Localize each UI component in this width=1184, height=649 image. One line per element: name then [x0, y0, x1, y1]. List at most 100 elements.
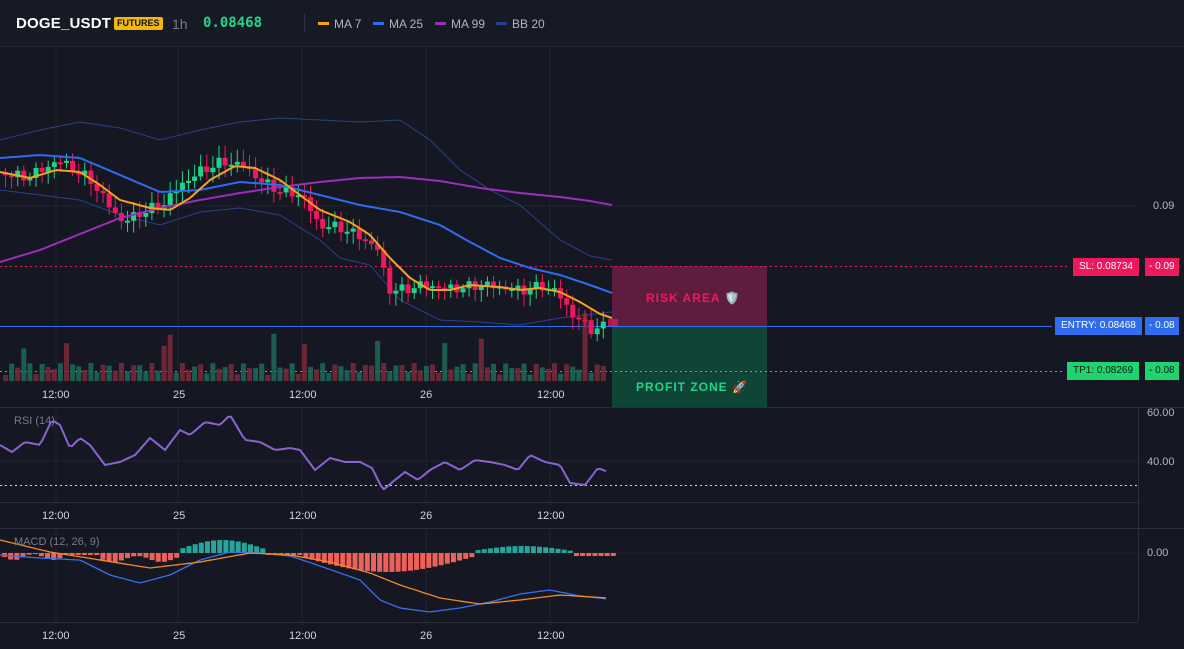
volume-bar [460, 364, 466, 381]
volume-bar [94, 372, 100, 381]
legend-ma99[interactable]: MA 99 [435, 17, 485, 31]
macd-hist-bar [69, 553, 75, 555]
candle-body [100, 190, 106, 194]
volume-bar [265, 374, 271, 381]
macd-hist-bar [211, 540, 217, 553]
volume-bar [570, 366, 576, 381]
macd-hist-bar [229, 540, 235, 553]
entry-suffix: - 0.08 [1145, 317, 1179, 335]
candle-body [344, 231, 350, 234]
candle-body [594, 328, 600, 335]
macd-line [0, 551, 607, 613]
symbol-name[interactable]: DOGE_USDT [16, 15, 112, 32]
macd-hist-bar [217, 540, 223, 553]
volume-bar [533, 363, 539, 381]
macd-hist-bar [334, 553, 340, 566]
volume-bar [247, 368, 252, 381]
candle-body [198, 166, 204, 177]
volume-bar [301, 344, 307, 381]
legend-ma7[interactable]: MA 7 [318, 17, 361, 31]
volume-bar [521, 363, 527, 381]
time-label-rsi-3: 12:00 [289, 510, 317, 522]
volume-bar [88, 363, 94, 381]
macd-hist-bar [500, 546, 506, 553]
time-label-main-4: 26 [420, 389, 433, 401]
candle-body [39, 168, 45, 172]
risk-area-zone [612, 266, 767, 326]
macd-hist-bar [358, 553, 364, 571]
macd-hist-bar [543, 547, 549, 553]
volume-bar [283, 368, 289, 381]
volume-bar [198, 364, 204, 381]
macd-hist-bar [204, 541, 210, 553]
macd-hist-bar [420, 553, 426, 569]
candle-body [222, 157, 228, 166]
volume-bar [600, 366, 606, 381]
candle-body [405, 284, 411, 294]
sl-price-label[interactable]: SL: 0.08734 [1073, 258, 1139, 276]
candle-body [576, 317, 582, 320]
volume-bar [491, 363, 496, 381]
volume-bar [155, 370, 161, 381]
legend-ma25-label: MA 25 [389, 17, 424, 31]
candle-body [240, 161, 246, 168]
volume-bar [527, 374, 533, 381]
macd-hist-bar [475, 550, 481, 553]
macd-hist-bar [327, 553, 333, 565]
candle-body [271, 179, 277, 192]
candle-body [478, 284, 484, 290]
time-label-macd-1: 12:00 [42, 630, 70, 642]
volume-bar [436, 372, 442, 381]
volume-bar [100, 364, 106, 381]
ma7-line [0, 165, 613, 319]
timeframe-selector[interactable]: 1h [172, 16, 188, 32]
candle-body [387, 267, 393, 294]
candle-body [369, 240, 374, 245]
macd-hist-bar [426, 553, 432, 568]
volume-bar [228, 363, 234, 381]
entry-text: ENTRY: 0.08468 [1061, 320, 1136, 331]
volume-bar [45, 366, 51, 381]
time-label-macd-4: 26 [420, 630, 433, 642]
macd-hist-bar [88, 553, 94, 555]
candle-body [289, 187, 295, 197]
volume-bar [411, 363, 417, 381]
macd-hist-bar [131, 553, 137, 557]
volume-bar [39, 363, 45, 381]
volume-bar [509, 368, 515, 381]
tp1-price-label[interactable]: TP1: 0.08269 [1067, 362, 1140, 380]
candle-body [70, 160, 76, 172]
entry-price-label[interactable]: ENTRY: 0.08468 [1055, 317, 1142, 335]
volume-bar [289, 363, 295, 381]
volume-bar [442, 343, 448, 381]
candle-body [423, 281, 429, 289]
volume-bar [332, 364, 338, 381]
volume-bar [552, 363, 557, 381]
macd-hist-bar [223, 540, 229, 553]
volume-bar [423, 366, 429, 381]
legend-ma7-label: MA 7 [334, 17, 362, 31]
time-label-main-2: 25 [173, 389, 186, 401]
legend-ma25[interactable]: MA 25 [373, 17, 423, 31]
macd-hist-bar [364, 553, 370, 571]
bb-swatch [496, 22, 507, 26]
candle-body [588, 320, 594, 335]
candle-body [15, 170, 21, 178]
volume-bar [82, 369, 88, 381]
volume-bar [399, 365, 405, 381]
candle-body [491, 281, 496, 289]
sl-suffix: - 0.09 [1145, 258, 1179, 276]
macd-hist-bar [180, 548, 186, 553]
time-label-macd-3: 12:00 [289, 630, 317, 642]
legend-bb20[interactable]: BB 20 [496, 17, 545, 31]
grid-lines [0, 47, 1138, 622]
futures-badge: FUTURES [114, 17, 163, 30]
macd-hist-bar [395, 553, 401, 572]
volume-bar [173, 372, 179, 381]
candle-body [527, 288, 533, 295]
candle-body [210, 167, 216, 173]
macd-hist-bar [303, 553, 309, 558]
macd-hist-bar [506, 546, 512, 553]
candle-body [552, 288, 557, 291]
